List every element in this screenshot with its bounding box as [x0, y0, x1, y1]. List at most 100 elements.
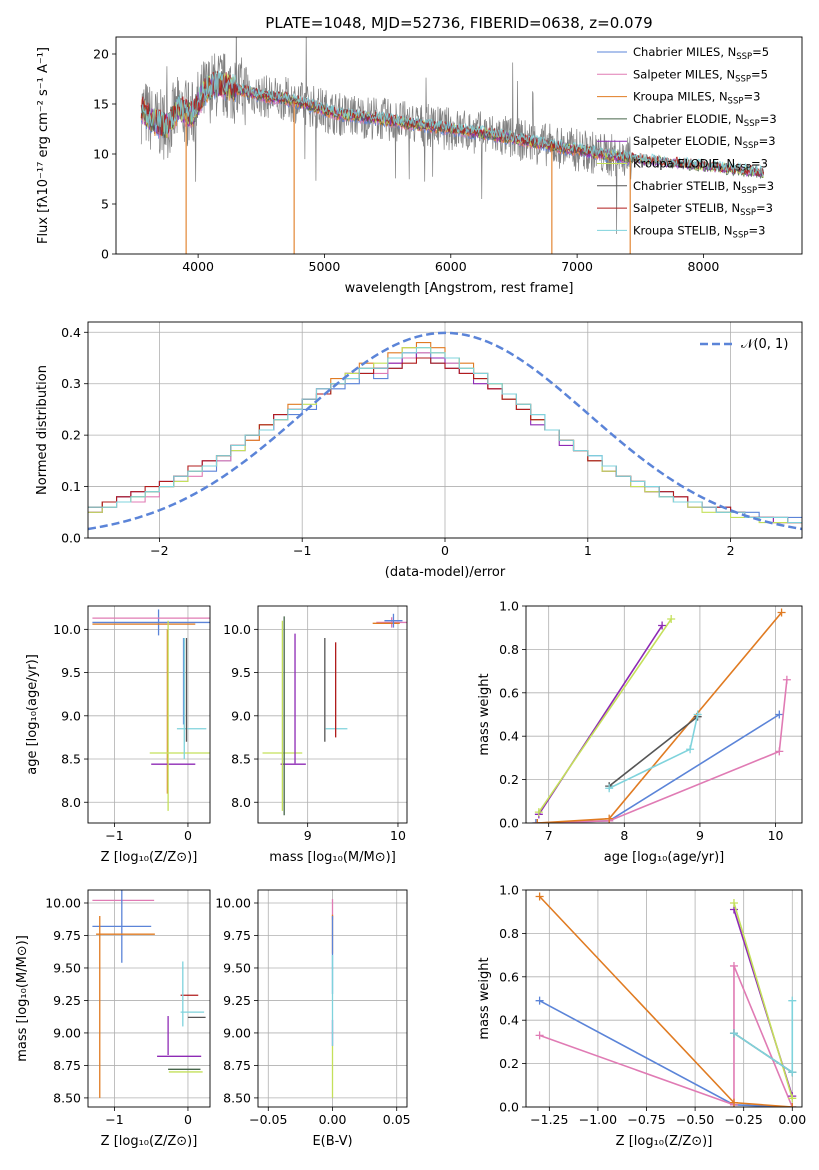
y-axis-label: mass weight [477, 673, 492, 755]
axes-frame [525, 889, 803, 1108]
series-line [539, 965, 794, 1107]
ticks: −0.05 0.00 0.05 8.50 8.75 9.00 9.25 9.50 9.75 10.… [215, 895, 410, 1127]
y-tick-label: 0.0 [61, 531, 81, 546]
x-axis-label: wavelength [Angstrom, rest frame] [345, 281, 574, 296]
legend-label-sub: SSP [740, 208, 756, 218]
x-axis-label: (data-model)/error [385, 565, 506, 580]
series-marker [775, 747, 784, 756]
x-tick-label: 1 [584, 543, 592, 558]
y-tick-label: 9.0 [231, 708, 251, 723]
gridlines [88, 606, 210, 823]
x-tick-label: 0 [184, 828, 192, 843]
y-tick-label: 9.5 [231, 665, 251, 680]
x-tick-label: 5000 [309, 259, 341, 274]
series-line [538, 618, 672, 813]
legend-label-suffix: =3 [757, 179, 774, 193]
series-marker [788, 1103, 797, 1107]
y-tick-label: 15 [93, 97, 109, 112]
y-tick-label: 8.5 [231, 752, 251, 767]
legend-label: Salpeter MILES, NSSP=5 [633, 67, 768, 84]
series-marker [777, 608, 786, 617]
legend-label-main: Chabrier ELODIE, N [633, 112, 744, 126]
series-marker [775, 710, 784, 719]
y-tick-label: 0.0 [499, 816, 519, 831]
series-marker [788, 996, 797, 1005]
x-tick-label: 8000 [688, 259, 720, 274]
y-tick-label: 0.2 [499, 1056, 519, 1071]
x-tick-label: 8 [620, 828, 628, 843]
x-axis-label: E(B-V) [312, 1134, 352, 1149]
x-tick-label: −1 [105, 828, 123, 843]
x-tick-label: 10 [768, 828, 784, 843]
y-tick-label: 1.0 [499, 599, 519, 614]
gridlines [88, 890, 210, 1107]
y-tick-label: 0.4 [499, 729, 519, 744]
plot-area [140, 37, 765, 254]
x-tick-label: −0.05 [249, 1112, 287, 1127]
panel-7: −0.05 0.00 0.05 8.50 8.75 9.00 9.25 9.50 9.75 10.… [215, 889, 411, 1149]
series-line [608, 716, 699, 787]
y-tick-label: 8.75 [223, 1058, 251, 1073]
panel-5: 7 8 9 10 0.0 0.2 0.4 0.6 0.8 1.0 age [log₁₀(age/yr… [477, 599, 803, 865]
series-marker [605, 784, 614, 793]
errorbar-point [384, 613, 403, 628]
gridlines [526, 889, 802, 1108]
x-tick-label: −2 [150, 543, 168, 558]
series-marker [729, 961, 738, 970]
legend-label: Kroupa STELIB, NSSP=3 [633, 223, 765, 240]
y-tick-label: 8.5 [61, 752, 81, 767]
series-line [535, 713, 780, 823]
y-tick-label: 0.8 [499, 926, 519, 941]
legend-label-sub: SSP [735, 164, 751, 174]
axes-frame [87, 889, 211, 1108]
gaussian-curve [88, 331, 802, 531]
plot-area [92, 609, 210, 811]
panel-6: −1 0 8.50 8.75 9.00 9.25 9.50 9.75 10.00 Z [log₁₀… [15, 889, 211, 1149]
y-tick-label: 0 [101, 247, 109, 262]
errorbar-point [376, 617, 407, 628]
y-tick-label: 9.25 [53, 993, 81, 1008]
y-tick-label: 20 [93, 47, 109, 62]
legend-label: Salpeter STELIB, NSSP=3 [633, 201, 773, 218]
legend-label: Kroupa ELODIE, NSSP=3 [633, 157, 768, 174]
series-marker [686, 745, 695, 754]
legend-label-suffix: =5 [751, 67, 768, 81]
legend-label-main: Salpeter ELODIE, N [633, 134, 743, 148]
legend-label-main: Kroupa MILES, N [633, 90, 728, 104]
y-axis-label: mass [log₁₀(M/M⊙)] [15, 935, 30, 1062]
plot-area [535, 892, 797, 1107]
legend-label-suffix: =3 [760, 112, 777, 126]
series-marker [729, 1098, 738, 1107]
y-axis-label: age [log₁₀(age/yr)] [25, 654, 40, 775]
x-tick-label: 9 [304, 828, 312, 843]
series-marker [729, 1029, 738, 1038]
ticks: −1.25 −1.00 −0.75 −0.50 −0.25 0.00 0.0 0.2 0.4 0.… [499, 883, 806, 1128]
y-tick-label: 0.6 [499, 969, 519, 984]
legend-label-sub: SSP [743, 141, 759, 151]
y-tick-label: 9.25 [223, 993, 251, 1008]
y-tick-label: 0.1 [61, 479, 81, 494]
panel-8: −1.25 −1.00 −0.75 −0.50 −0.25 0.00 0.0 0.2 0.4 0.… [477, 883, 806, 1150]
y-tick-label: 0.2 [499, 772, 519, 787]
axes-frame [257, 605, 408, 824]
x-tick-label: −0.25 [725, 1112, 763, 1127]
x-tick-label: 10 [390, 828, 406, 843]
y-tick-label: 9.75 [223, 928, 251, 943]
x-axis-label: age [log₁₀(age/yr)] [604, 850, 725, 865]
x-tick-label: 7000 [561, 259, 593, 274]
y-tick-label: 0.4 [61, 325, 81, 340]
x-axis-label: Z [log₁₀(Z/Z⊙)] [101, 1134, 198, 1149]
ticks: −1 0 8.50 8.75 9.00 9.25 9.50 9.75 10.00 [45, 895, 192, 1127]
ticks: 7 8 9 10 0.0 0.2 0.4 0.6 0.8 1.0 [499, 599, 783, 844]
y-tick-label: 8.50 [223, 1090, 251, 1105]
y-tick-label: 9.0 [61, 708, 81, 723]
y-tick-label: 9.50 [223, 960, 251, 975]
series-line [537, 679, 788, 823]
x-tick-label: 0.00 [778, 1112, 806, 1127]
x-tick-label: −0.75 [627, 1112, 665, 1127]
y-tick-label: 0.0 [499, 1100, 519, 1115]
y-axis-label: mass weight [477, 957, 492, 1039]
series-marker [788, 1068, 797, 1077]
y-tick-label: 5 [101, 197, 109, 212]
